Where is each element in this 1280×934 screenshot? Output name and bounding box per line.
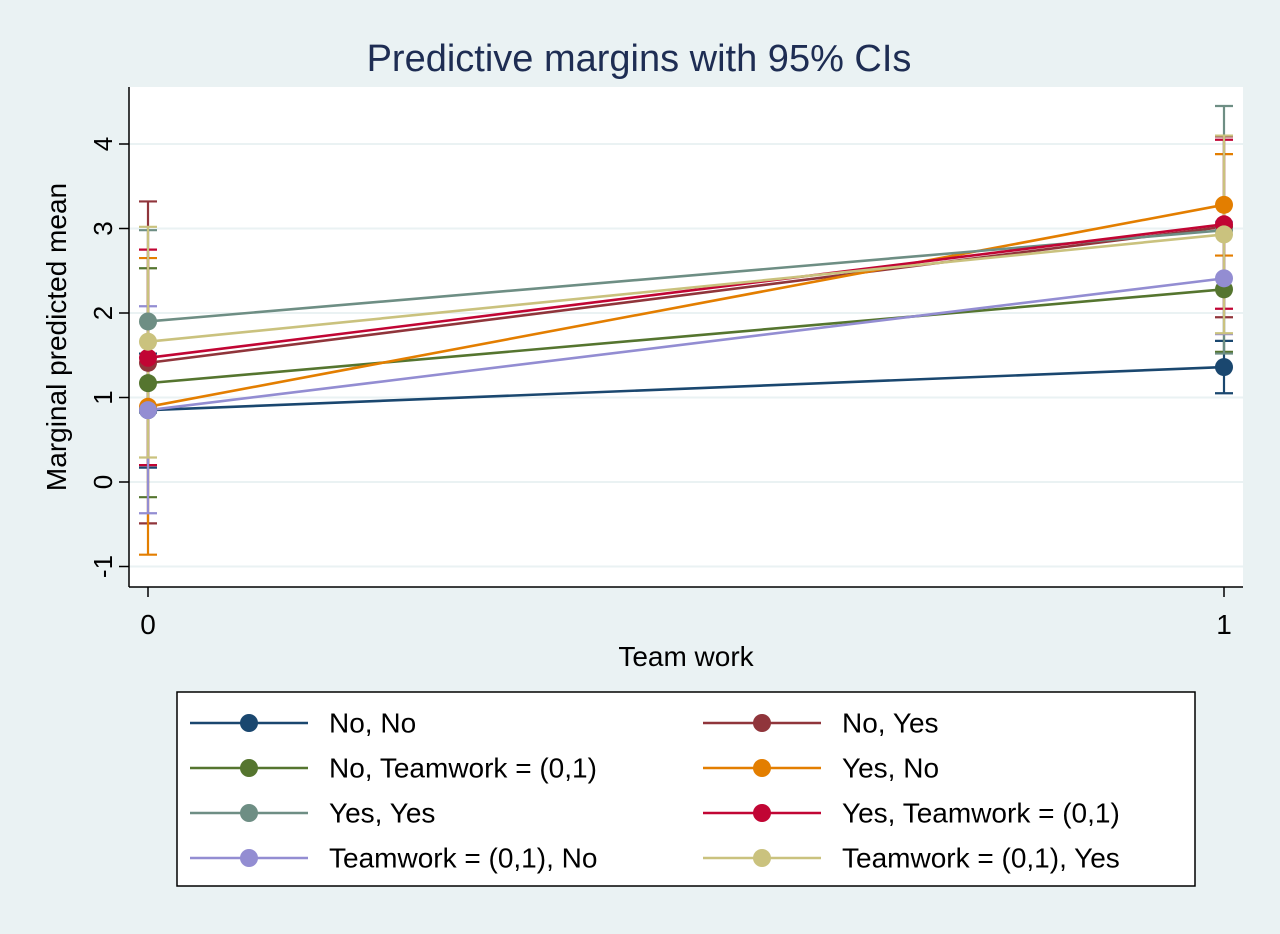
legend-marker-no-no (240, 714, 258, 732)
legend-marker-teamwork-0-1-no (240, 849, 258, 867)
data-point-teamwork-0-1-no (139, 401, 157, 420)
axis-layer: -1 0 1 2 3 4 0 1 (88, 87, 1243, 640)
legend-label-no-teamwork-0-1: No, Teamwork = (0,1) (329, 753, 597, 784)
data-point-yes-yes (139, 312, 157, 331)
legend-label-teamwork-0-1-yes: Teamwork = (0,1), Yes (842, 843, 1120, 874)
data-point-teamwork-0-1-yes (1215, 225, 1233, 244)
series-line-no-no (147, 365, 1225, 412)
legend-label-yes-yes: Yes, Yes (329, 798, 435, 829)
y-tick-label: -1 (88, 555, 118, 578)
y-tick-label: 0 (88, 475, 118, 489)
data-point-yes-teamwork-0-1 (139, 348, 157, 367)
legend-label-no-yes: No, Yes (842, 708, 939, 739)
point-layer (139, 195, 1233, 420)
series-line-teamwork-0-1-no (147, 277, 1225, 412)
legend-label-teamwork-0-1-no: Teamwork = (0,1), No (329, 843, 597, 874)
data-point-no-teamwork-0-1 (139, 374, 157, 393)
data-point-no-no (1215, 358, 1233, 377)
y-tick-label: 1 (88, 390, 118, 404)
grid-layer (129, 143, 1243, 568)
legend-label-yes-teamwork-0-1: Yes, Teamwork = (0,1) (842, 798, 1120, 829)
legend-marker-no-yes (753, 714, 771, 732)
legend-label-yes-no: Yes, No (842, 753, 939, 784)
y-tick-label: 2 (88, 306, 118, 320)
legend-marker-yes-no (753, 759, 771, 777)
chart-title: Predictive margins with 95% CIs (367, 38, 912, 80)
series-line-yes-teamwork-0-1 (147, 222, 1225, 360)
legend-marker-no-teamwork-0-1 (240, 759, 258, 777)
y-tick-label: 4 (88, 137, 118, 151)
series-line-no-yes (147, 225, 1225, 365)
data-point-yes-no (1215, 195, 1233, 214)
x-tick-label: 1 (1216, 609, 1232, 640)
series-line-teamwork-0-1-yes (147, 233, 1225, 344)
legend-box (176, 691, 1196, 887)
y-axis-title: Marginal predicted mean (41, 183, 72, 491)
data-point-teamwork-0-1-yes (139, 332, 157, 351)
series-line-yes-no (147, 203, 1225, 409)
series-line-no-teamwork-0-1 (147, 288, 1225, 385)
line-layer (147, 203, 1225, 412)
data-point-teamwork-0-1-no (1215, 269, 1233, 288)
legend-marker-yes-yes (240, 804, 258, 822)
x-tick-label: 0 (140, 609, 156, 640)
legend-marker-teamwork-0-1-yes (753, 849, 771, 867)
x-axis-title: Team work (618, 641, 754, 672)
y-tick-label: 3 (88, 221, 118, 235)
legend-label-no-no: No, No (329, 708, 416, 739)
legend: No, No No, Yes No, Teamwork = (0,1) Yes, No… (176, 691, 1196, 887)
legend-marker-yes-teamwork-0-1 (753, 804, 771, 822)
